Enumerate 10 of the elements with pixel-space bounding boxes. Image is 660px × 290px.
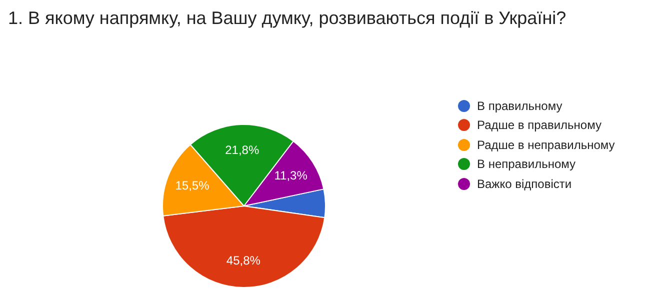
legend-label: Радше в правильному bbox=[477, 118, 602, 132]
legend-label: В правильному bbox=[477, 98, 562, 113]
legend-label: В неправильному bbox=[477, 157, 576, 172]
legend-label: Важко відповісти bbox=[477, 176, 572, 191]
data-label: 11,3% bbox=[274, 168, 308, 183]
legend-label: Радше в неправильному bbox=[477, 138, 615, 152]
data-label: 45,8% bbox=[226, 254, 261, 268]
chart-title: 1. В якому напрямку, на Вашу думку, розвиваються події в Україні? bbox=[8, 8, 566, 29]
data-label: 15,5% bbox=[175, 178, 210, 193]
data-label: 21,8% bbox=[225, 142, 260, 157]
